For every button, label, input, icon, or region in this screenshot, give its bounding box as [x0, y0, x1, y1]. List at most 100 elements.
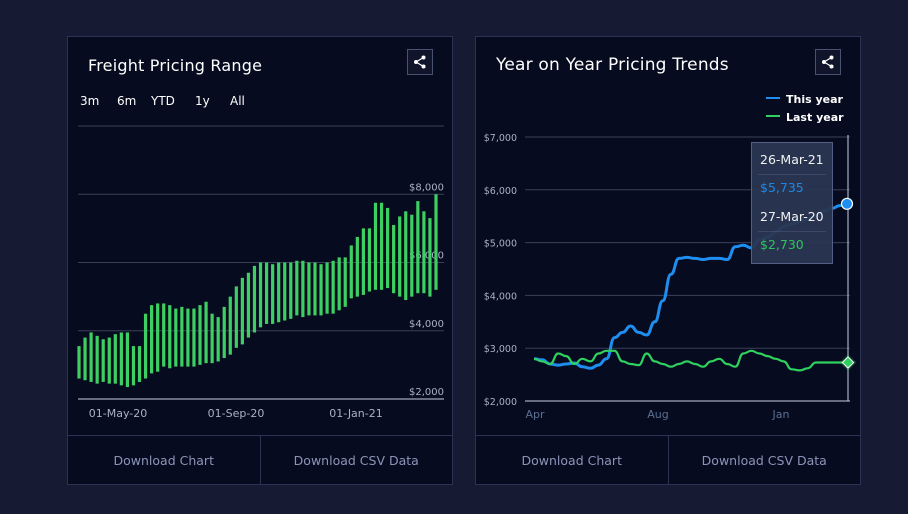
y-tick-label: $3,000 — [484, 344, 517, 355]
range-bar — [392, 224, 396, 294]
range-button-1y[interactable]: 1y — [195, 94, 210, 108]
range-bar — [107, 337, 111, 384]
range-bar — [379, 202, 384, 290]
range-bar — [186, 308, 190, 367]
x-tick-label: Jan — [772, 408, 790, 421]
y-tick-label: $6,000 — [484, 186, 517, 197]
share-button[interactable] — [815, 49, 841, 75]
tooltip-divider — [758, 174, 826, 175]
range-button-all[interactable]: All — [230, 94, 245, 108]
range-bar — [216, 317, 220, 362]
range-bar — [89, 332, 93, 382]
tooltip-value-last-year: $2,730 — [760, 237, 804, 252]
range-bar — [283, 262, 287, 321]
y-tick-label: $6,000 — [409, 251, 444, 262]
range-bar — [422, 211, 426, 294]
range-bar — [289, 262, 293, 319]
range-bar — [125, 332, 130, 388]
hover-marker-last-year — [841, 356, 855, 369]
range-bar — [319, 264, 323, 316]
range-bar — [180, 306, 184, 367]
range-bar — [210, 313, 214, 364]
legend-label: This year — [786, 93, 843, 106]
range-bar — [428, 218, 432, 297]
share-icon — [414, 55, 426, 69]
range-bar — [83, 337, 87, 381]
range-bar — [373, 202, 378, 290]
range-bar — [156, 303, 160, 372]
range-bar — [355, 236, 359, 297]
legend-item-this-year[interactable]: This year — [766, 93, 843, 106]
range-bar — [361, 228, 365, 295]
hover-marker-this-year — [840, 197, 854, 210]
y-tick-label: $4,000 — [409, 319, 444, 330]
year-on-year-trends-card: Year on Year Pricing Trends This year La… — [475, 36, 861, 485]
range-bar — [228, 296, 232, 355]
y-tick-label: $7,000 — [484, 133, 517, 144]
range-bar — [119, 332, 123, 386]
range-button-ytd[interactable]: YTD — [151, 94, 175, 108]
range-bar — [162, 303, 166, 367]
range-bar-chart: $2,000 $4,000 $6,000 $8,000 01-May-20 01-Sep-… — [77, 125, 444, 420]
range-bar — [271, 264, 275, 324]
range-bar — [137, 346, 142, 382]
y-tick-label: $5,000 — [484, 239, 517, 250]
range-bar — [301, 260, 305, 318]
legend-label: Last year — [786, 111, 844, 124]
x-tick-label: Aug — [647, 408, 668, 421]
card-title: Freight Pricing Range — [88, 56, 263, 75]
range-bar — [398, 216, 402, 297]
range-bar — [264, 262, 269, 324]
range-bar — [95, 335, 99, 384]
range-bar — [307, 262, 311, 316]
range-bar — [252, 265, 257, 333]
range-bar — [404, 211, 408, 301]
range-bar — [234, 286, 238, 348]
tooltip-divider — [758, 231, 826, 232]
range-bar — [240, 277, 244, 345]
x-tick-label: 01-May-20 — [89, 407, 147, 420]
x-tick-label: 01-Jan-21 — [329, 407, 383, 420]
tooltip-date-last-year: 27-Mar-20 — [760, 209, 824, 224]
chart-tooltip: 26-Mar-21 $5,735 27-Mar-20 $2,730 — [751, 142, 833, 264]
range-bar — [222, 306, 226, 359]
range-bar — [331, 260, 335, 314]
range-bar — [192, 308, 196, 367]
range-bar — [246, 272, 251, 338]
download-chart-button[interactable]: Download Chart — [521, 452, 622, 468]
download-chart-button[interactable]: Download Chart — [113, 452, 214, 468]
range-bar — [416, 201, 420, 294]
range-bar — [198, 305, 202, 365]
x-tick-label: Apr — [525, 408, 545, 421]
y-tick-label: $2,000 — [484, 397, 517, 408]
range-bar — [295, 260, 299, 316]
download-csv-button[interactable]: Download CSV Data — [259, 436, 453, 484]
tooltip-date-this-year: 26-Mar-21 — [760, 152, 824, 167]
share-button[interactable] — [407, 49, 433, 75]
range-bar — [434, 194, 438, 290]
range-bar — [143, 313, 148, 379]
range-button-3m[interactable]: 3m — [80, 94, 100, 108]
range-bar — [131, 346, 136, 386]
legend-item-last-year[interactable]: Last year — [766, 111, 844, 124]
range-bar — [168, 305, 172, 369]
range-bar — [101, 339, 105, 382]
range-bar — [150, 305, 154, 374]
series-line-last-year — [533, 349, 848, 372]
range-bar — [343, 257, 347, 307]
range-bar — [204, 301, 208, 364]
range-bar — [349, 245, 353, 299]
card-title: Year on Year Pricing Trends — [496, 55, 729, 75]
freight-pricing-range-card: Freight Pricing Range 3m 6m YTD 1y All $… — [67, 36, 453, 485]
download-csv-button[interactable]: Download CSV Data — [667, 436, 861, 484]
range-bar — [385, 207, 390, 289]
range-button-6m[interactable]: 6m — [117, 94, 137, 108]
share-icon — [822, 55, 834, 69]
y-tick-label: $8,000 — [409, 182, 444, 193]
y-tick-label: $4,000 — [484, 291, 517, 302]
legend-swatch — [766, 115, 780, 117]
x-tick-label: 01-Sep-20 — [208, 407, 265, 420]
range-bar — [174, 308, 178, 367]
range-bar — [113, 334, 117, 384]
range-bar — [367, 228, 372, 292]
